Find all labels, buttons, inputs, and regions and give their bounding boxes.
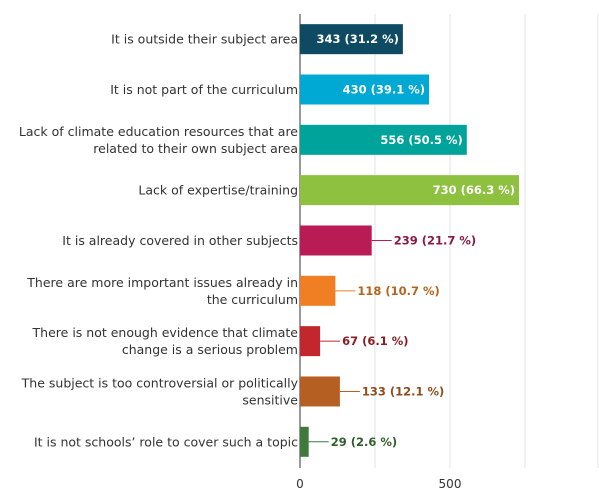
category-label: The subject is too controversial or poli… bbox=[21, 375, 299, 390]
bar bbox=[300, 275, 336, 306]
data-label: 29 (2.6 %) bbox=[331, 435, 397, 449]
bar bbox=[300, 74, 429, 105]
category-label: There are more important issues already … bbox=[26, 275, 298, 290]
data-label: 730 (66.3 %) bbox=[433, 183, 515, 197]
category-label: change is a serious problem bbox=[122, 342, 298, 357]
category-label: sensitive bbox=[242, 392, 298, 407]
category-label: the curriculum bbox=[207, 292, 298, 307]
category-labels: It is outside their subject area It is no… bbox=[19, 32, 299, 450]
x-tick-label: 0 bbox=[296, 477, 304, 491]
bar bbox=[300, 426, 309, 457]
category-label: It is outside their subject area bbox=[111, 32, 298, 47]
bar bbox=[300, 175, 519, 206]
bar bbox=[300, 326, 321, 357]
category-label: It is already covered in other subjects bbox=[62, 233, 298, 248]
category-label: related to their own subject area bbox=[93, 141, 298, 156]
data-label: 239 (21.7 %) bbox=[394, 233, 476, 247]
bar bbox=[300, 225, 372, 256]
data-label: 133 (12.1 %) bbox=[362, 384, 444, 398]
data-label: 556 (50.5 %) bbox=[380, 133, 462, 147]
category-label: It is not schools’ role to cover such a … bbox=[34, 434, 298, 449]
category-label: It is not part of the curriculum bbox=[110, 82, 298, 97]
x-tick-label: 500 bbox=[439, 477, 462, 491]
bar bbox=[300, 376, 340, 407]
x-axis-ticks: 0 500 bbox=[296, 477, 461, 491]
bar bbox=[300, 124, 467, 155]
bars: 343 (31.2 %) 430 (39.1 %) 556 (50.5 %) 730 … bbox=[300, 24, 519, 457]
bar bbox=[300, 24, 403, 55]
data-label: 67 (6.1 %) bbox=[342, 334, 408, 348]
data-label: 343 (31.2 %) bbox=[316, 32, 398, 46]
category-label: Lack of expertise/training bbox=[138, 183, 298, 198]
data-label: 118 (10.7 %) bbox=[357, 284, 439, 298]
category-label: Lack of climate education resources that… bbox=[19, 124, 298, 139]
category-label: There is not enough evidence that climat… bbox=[32, 325, 299, 340]
data-label: 430 (39.1 %) bbox=[343, 82, 425, 96]
